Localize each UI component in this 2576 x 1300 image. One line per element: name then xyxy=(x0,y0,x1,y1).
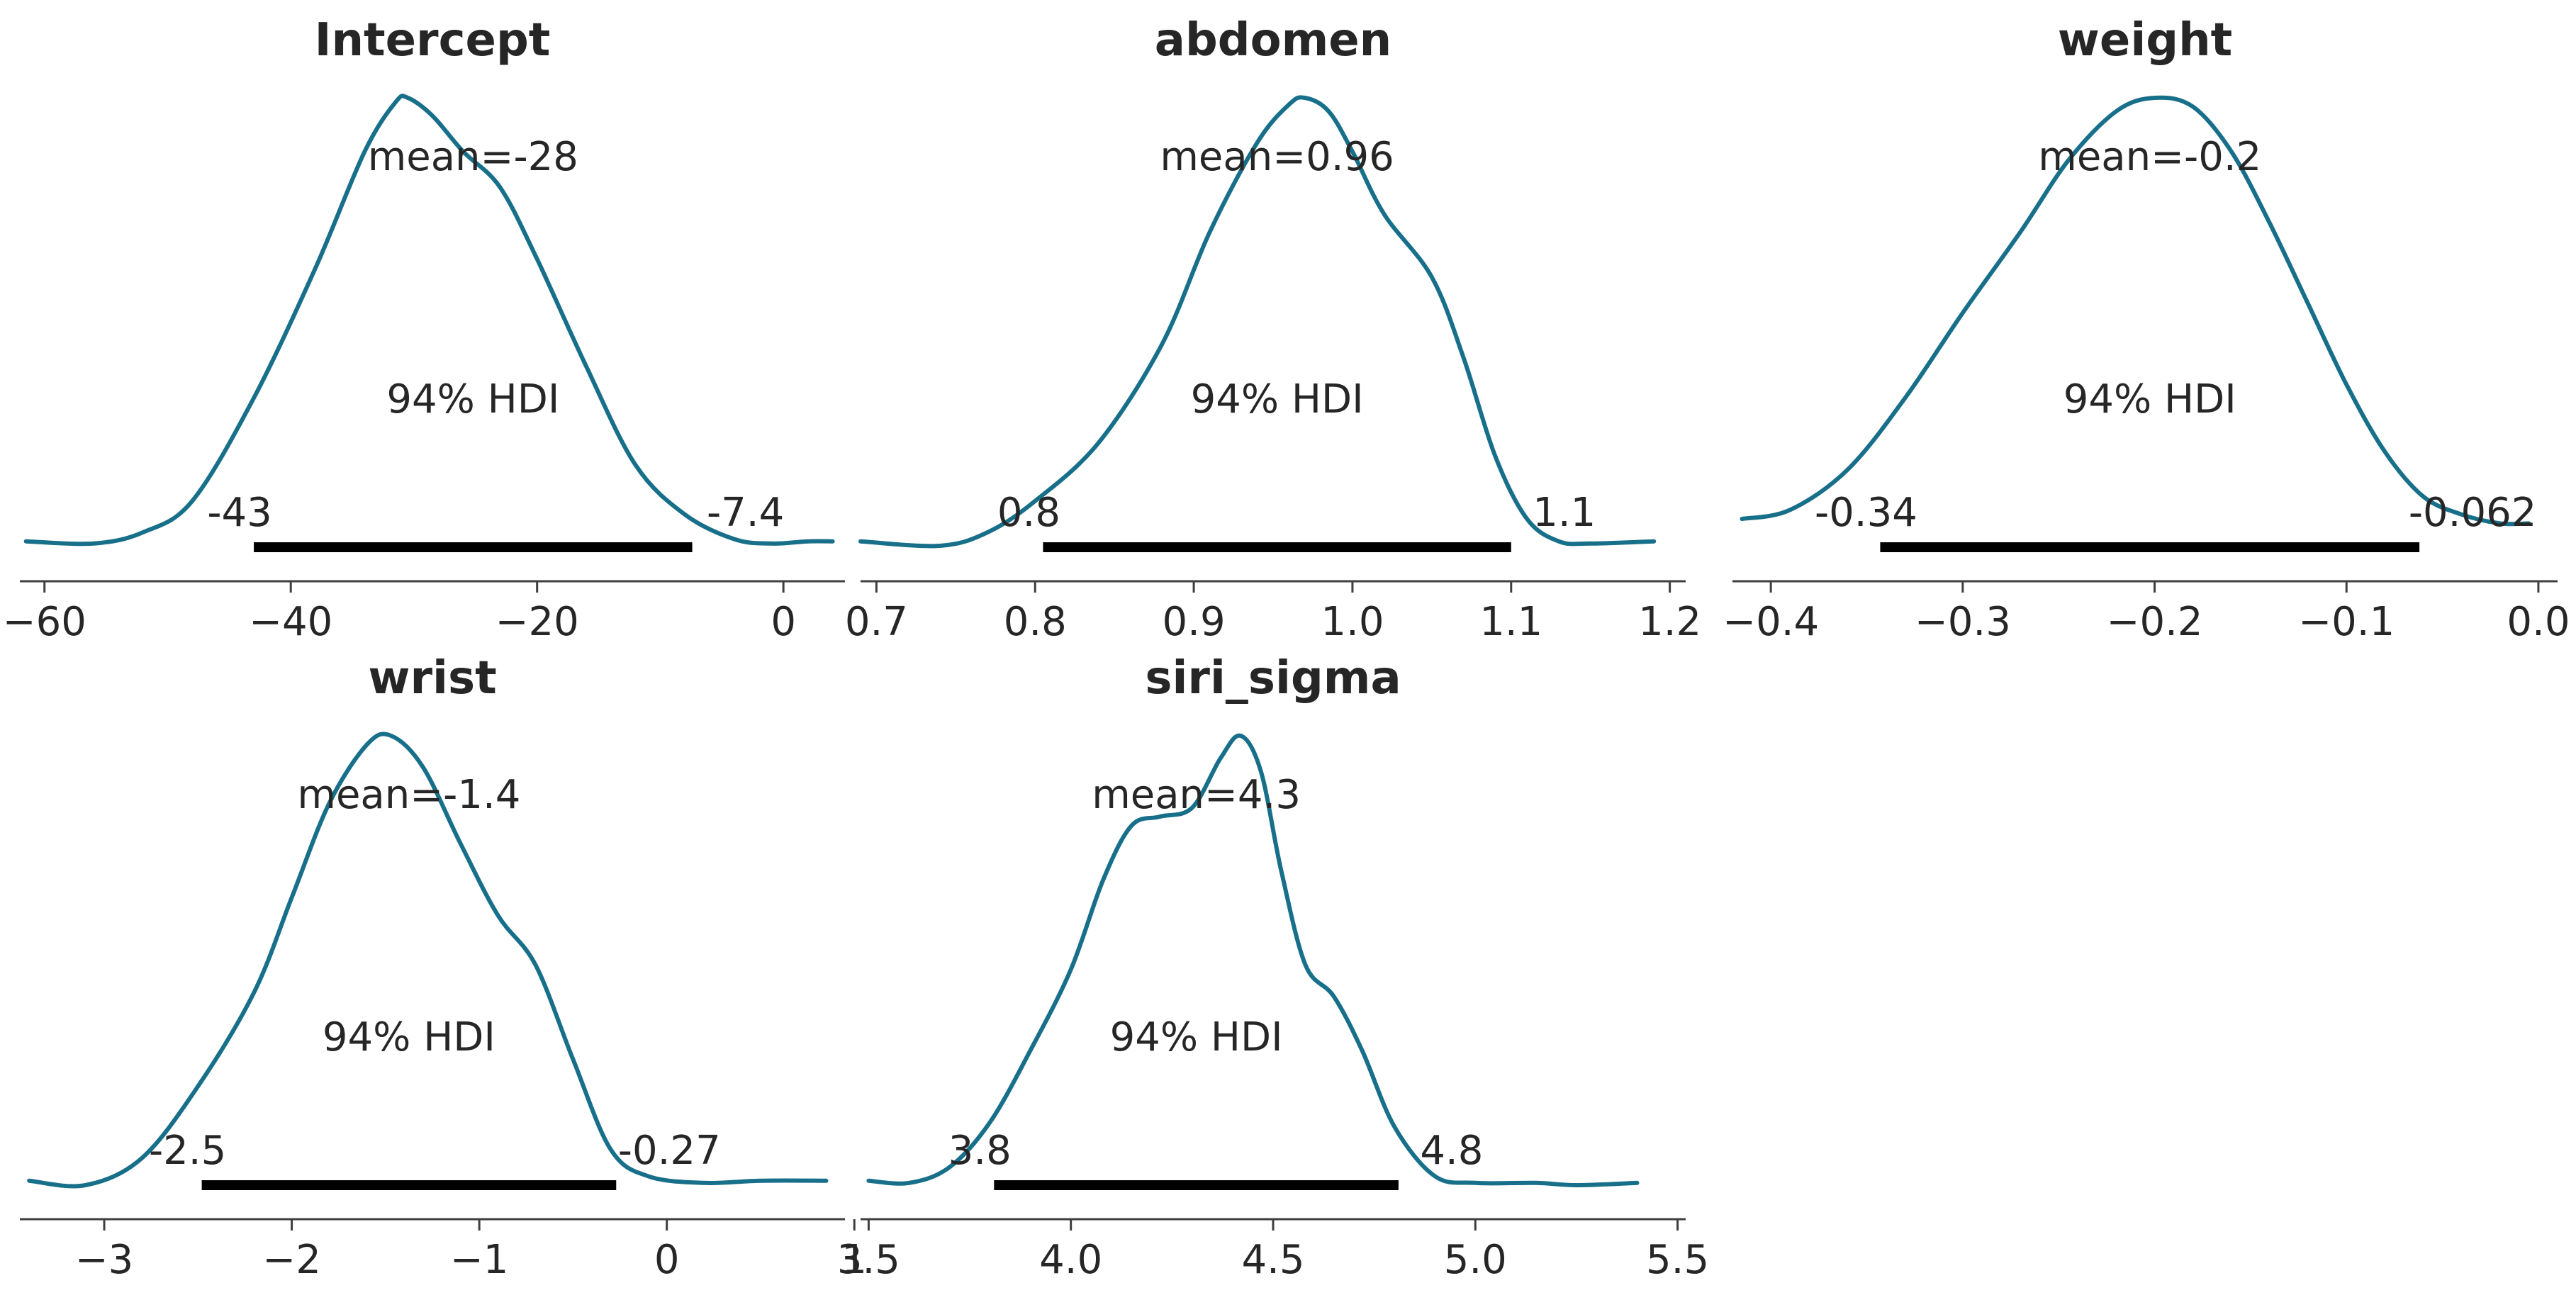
hdi-label: 94% HDI xyxy=(1110,1014,1283,1060)
x-tick-label: 1.0 xyxy=(1321,599,1384,645)
x-tick-label: −60 xyxy=(3,599,86,645)
x-tick-label: 0 xyxy=(654,1237,680,1283)
panel-title: weight xyxy=(2058,14,2232,67)
hdi-label: 94% HDI xyxy=(1191,376,1364,422)
mean-label: mean=-1.4 xyxy=(297,772,520,818)
hdi-high-label: -0.062 xyxy=(2409,490,2537,536)
mean-label: mean=-28 xyxy=(368,134,578,180)
hdi-low-label: -2.5 xyxy=(149,1128,226,1174)
x-tick-label: 1.1 xyxy=(1479,599,1542,645)
hdi-label: 94% HDI xyxy=(386,376,559,422)
density-curve xyxy=(858,95,1657,549)
x-tick-label: 0.0 xyxy=(2507,599,2570,645)
panel-title: wrist xyxy=(368,652,496,705)
x-tick-label: 1.2 xyxy=(1638,599,1701,645)
mean-label: mean=0.96 xyxy=(1160,134,1394,180)
mean-label: mean=4.3 xyxy=(1092,772,1301,818)
x-tick-label: 4.5 xyxy=(1241,1237,1304,1283)
x-tick-label: −0.3 xyxy=(1915,599,2011,645)
x-tick-label: 3.5 xyxy=(837,1237,900,1283)
hdi-low-label: -0.34 xyxy=(1815,490,1917,536)
x-tick-label: −0.2 xyxy=(2107,599,2203,645)
density-curve xyxy=(1740,95,2531,527)
x-tick-label: 5.0 xyxy=(1444,1237,1507,1283)
x-tick-label: 0 xyxy=(771,599,796,645)
hdi-high-label: -0.27 xyxy=(618,1128,721,1174)
x-tick-label: 1 xyxy=(841,1237,867,1283)
x-tick-label: −2 xyxy=(262,1237,321,1283)
panel-title: Intercept xyxy=(315,14,551,67)
hdi-high-label: 1.1 xyxy=(1533,490,1596,536)
x-tick-label: −0.1 xyxy=(2298,599,2395,645)
x-tick-label: −0.4 xyxy=(1723,599,1819,645)
hdi-high-label: 4.8 xyxy=(1420,1128,1483,1174)
panel-weight: weight -0.34 -0.062 mean=-0.2 94% HDI −0.4 −0.… xyxy=(1723,14,2570,645)
density-curve xyxy=(27,732,829,1189)
panel-Intercept: Intercept -43 -7.4 mean=-28 94% HDI −60 −40 −20… xyxy=(3,14,845,645)
x-tick-label: −40 xyxy=(249,599,332,645)
x-tick-label: −3 xyxy=(75,1237,134,1283)
hdi-label: 94% HDI xyxy=(2063,376,2236,422)
x-tick-label: −20 xyxy=(495,599,579,645)
x-tick-label: 4.0 xyxy=(1039,1237,1102,1283)
x-tick-label: −1 xyxy=(450,1237,509,1283)
x-tick-label: 0.8 xyxy=(1004,599,1067,645)
mean-label: mean=-0.2 xyxy=(2038,134,2261,180)
hdi-high-label: -7.4 xyxy=(707,490,784,536)
panel-abdomen: abdomen 0.8 1.1 mean=0.96 94% HDI 0.7 0.8 0.9 1.… xyxy=(845,14,1701,645)
hdi-low-label: -43 xyxy=(207,490,271,536)
x-tick-label: 5.5 xyxy=(1646,1237,1709,1283)
panel-title: abdomen xyxy=(1155,14,1391,67)
hdi-label: 94% HDI xyxy=(323,1014,495,1060)
density-curve xyxy=(23,94,835,547)
hdi-low-label: 0.8 xyxy=(997,490,1060,536)
hdi-low-label: 3.8 xyxy=(948,1128,1012,1174)
panel-wrist: wrist -2.5 -0.27 mean=-1.4 94% HDI −3 −2 −1 0 1 xyxy=(20,652,867,1283)
panel-title: siri_sigma xyxy=(1145,652,1401,705)
density-curve xyxy=(866,733,1640,1187)
x-tick-label: 0.7 xyxy=(845,599,908,645)
x-tick-label: 0.9 xyxy=(1163,599,1226,645)
panel-siri-sigma: siri_sigma 3.8 4.8 mean=4.3 94% HDI 3.5 4.0 4.5… xyxy=(837,652,1709,1283)
